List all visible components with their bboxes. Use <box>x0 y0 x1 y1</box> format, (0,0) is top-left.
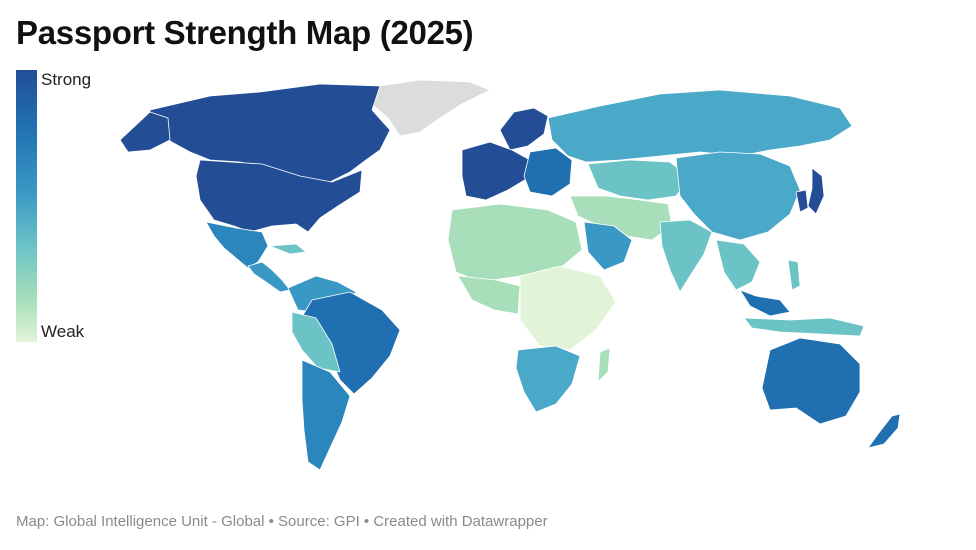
map-footer-credit: Map: Global Intelligence Unit - Global •… <box>16 513 548 530</box>
region-central-africa[interactable] <box>519 265 617 351</box>
region-canada[interactable] <box>149 83 391 183</box>
region-scandinavia[interactable] <box>499 107 549 151</box>
region-central-america[interactable] <box>247 261 291 293</box>
region-china[interactable] <box>675 151 801 241</box>
region-caribbean[interactable] <box>269 243 307 255</box>
region-alaska[interactable] <box>119 111 171 153</box>
region-japan[interactable] <box>807 167 825 215</box>
world-choropleth-map <box>119 79 901 471</box>
region-southern-cone[interactable] <box>301 359 351 471</box>
region-united-states[interactable] <box>195 159 363 233</box>
region-australia[interactable] <box>761 337 861 425</box>
region-west-africa[interactable] <box>457 275 521 315</box>
region-western-europe[interactable] <box>461 141 531 201</box>
region-russia[interactable] <box>547 89 853 163</box>
region-korea[interactable] <box>795 189 809 213</box>
region-madagascar[interactable] <box>597 347 611 383</box>
region-indonesia[interactable] <box>743 317 865 337</box>
color-legend: Strong Weak <box>16 70 136 342</box>
region-arabian-peninsula[interactable] <box>583 221 633 271</box>
region-southern-africa[interactable] <box>515 345 581 413</box>
region-bolivia[interactable] <box>291 311 341 373</box>
legend-gradient-bar <box>16 70 37 342</box>
region-greenland[interactable] <box>365 79 491 137</box>
region-malaysia[interactable] <box>739 289 791 317</box>
region-eastern-europe[interactable] <box>523 147 573 197</box>
legend-weak-label: Weak <box>41 322 85 341</box>
region-philippines[interactable] <box>787 259 801 291</box>
map-title: Passport Strength Map (2025) <box>16 14 474 51</box>
region-central-asia[interactable] <box>587 159 691 201</box>
region-india[interactable] <box>659 219 713 293</box>
legend-strong-label: Strong <box>41 70 92 89</box>
region-new-zealand[interactable] <box>867 413 901 449</box>
region-southeast-asia[interactable] <box>715 239 761 291</box>
